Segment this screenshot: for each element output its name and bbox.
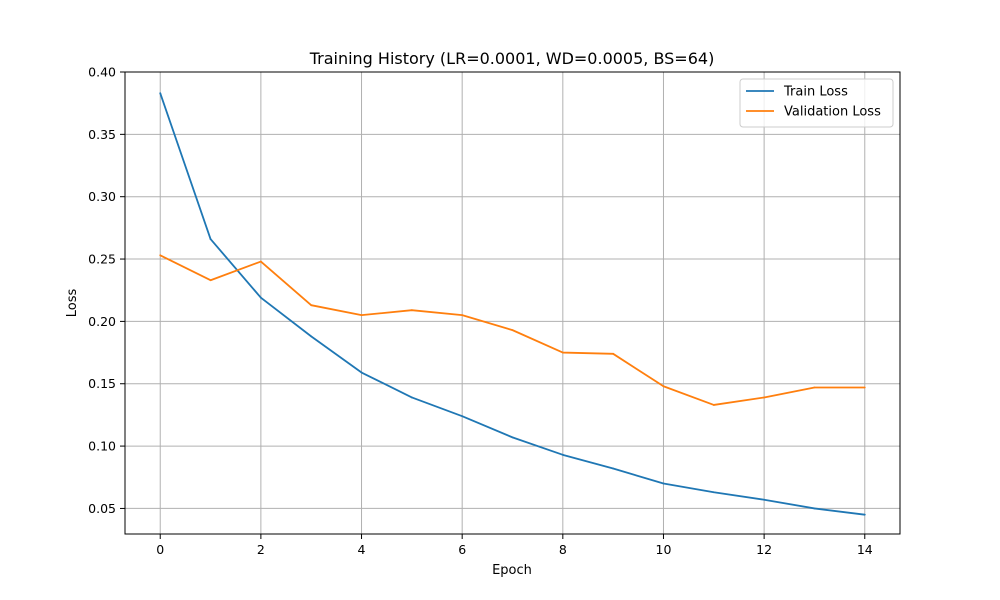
x-axis-label: Epoch bbox=[492, 563, 532, 578]
validation-loss-point bbox=[813, 386, 816, 389]
validation-loss-point bbox=[863, 386, 866, 389]
train-loss-point bbox=[712, 491, 715, 494]
grid-lines bbox=[125, 71, 900, 534]
plot-area-frame bbox=[124, 71, 901, 535]
legend-label-train-loss: Train Loss bbox=[783, 85, 848, 100]
validation-loss-point bbox=[662, 385, 665, 388]
x-tick-label: 0 bbox=[156, 542, 164, 557]
validation-loss-point bbox=[461, 314, 464, 317]
legend: Train Loss Validation Loss bbox=[739, 78, 894, 128]
y-tick-label: 0.05 bbox=[88, 501, 116, 516]
chart-title: Training History (LR=0.0001, WD=0.0005, … bbox=[309, 49, 715, 68]
train-loss-point bbox=[511, 436, 514, 439]
validation-loss-point bbox=[511, 329, 514, 332]
x-tick-label: 10 bbox=[656, 542, 672, 557]
x-tick-label: 4 bbox=[358, 542, 366, 557]
train-loss-point bbox=[310, 335, 313, 338]
series-lines bbox=[159, 92, 866, 516]
train-loss-point bbox=[360, 371, 363, 374]
validation-loss-point bbox=[712, 404, 715, 406]
validation-loss-point bbox=[159, 254, 162, 257]
y-tick-label: 0.35 bbox=[88, 127, 116, 142]
y-tick-label: 0.40 bbox=[88, 65, 116, 80]
legend-box bbox=[739, 78, 894, 128]
y-tick-label: 0.10 bbox=[88, 439, 116, 454]
validation-loss-point bbox=[360, 314, 363, 317]
train-loss-point bbox=[209, 238, 212, 240]
train-loss-point bbox=[159, 92, 162, 95]
train-loss-point bbox=[763, 498, 766, 501]
train-loss-point bbox=[259, 296, 262, 299]
y-axis: 0.05 0.10 0.15 0.20 0.25 0.30 0.35 0.40 bbox=[88, 65, 125, 516]
x-tick-label: 6 bbox=[458, 542, 466, 557]
legend-label-validation-loss: Validation Loss bbox=[784, 105, 881, 120]
train-loss-point bbox=[561, 453, 564, 456]
train-loss-point bbox=[662, 482, 665, 485]
validation-loss-point bbox=[209, 279, 212, 282]
validation-loss-point bbox=[561, 351, 564, 354]
x-tick-label: 2 bbox=[257, 542, 265, 557]
x-tick-label: 8 bbox=[559, 542, 567, 557]
y-tick-label: 0.25 bbox=[88, 252, 116, 267]
validation-loss-point bbox=[310, 304, 313, 307]
train-loss-point bbox=[863, 513, 866, 516]
y-tick-label: 0.20 bbox=[88, 314, 116, 329]
validation-loss-point bbox=[612, 352, 615, 355]
validation-loss-point bbox=[763, 396, 766, 399]
train-loss-point bbox=[612, 467, 615, 470]
train-loss-line bbox=[159, 92, 865, 516]
train-loss-point bbox=[461, 415, 464, 418]
train-loss-point bbox=[410, 396, 413, 399]
x-tick-label: 12 bbox=[756, 542, 772, 557]
x-axis: 0 2 4 6 8 10 12 14 bbox=[156, 534, 873, 557]
y-tick-label: 0.15 bbox=[88, 376, 116, 391]
y-tick-label: 0.30 bbox=[88, 189, 116, 204]
x-tick-label: 14 bbox=[857, 542, 873, 557]
validation-loss-point bbox=[410, 309, 413, 312]
train-loss-point bbox=[813, 507, 816, 510]
validation-loss-point bbox=[259, 260, 262, 263]
y-axis-label: Loss bbox=[65, 289, 80, 318]
